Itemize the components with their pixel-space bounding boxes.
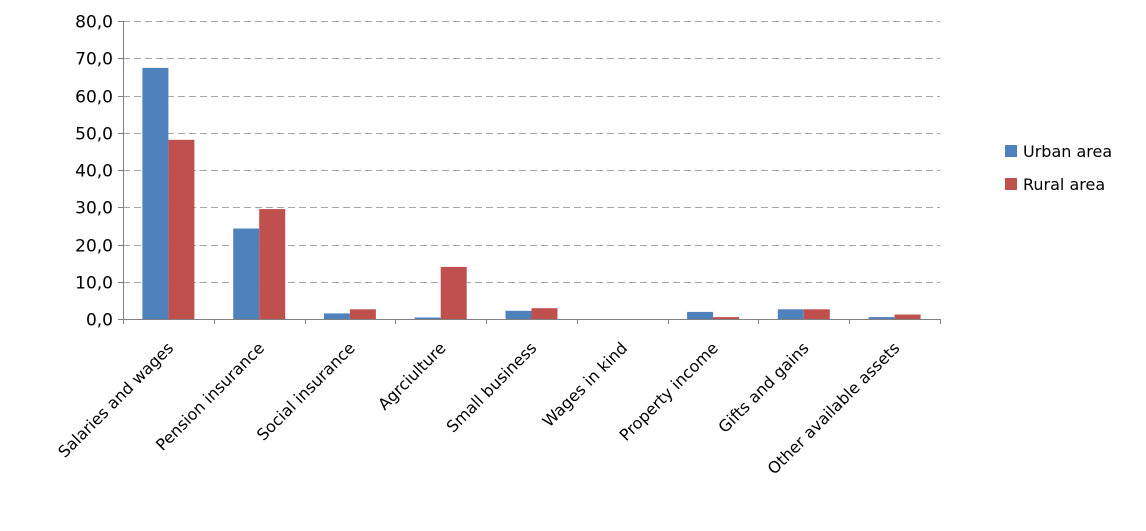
bar-urban-1 bbox=[233, 228, 260, 319]
y-tick-label: 10,0 bbox=[75, 274, 113, 294]
y-tick-label: 0,0 bbox=[86, 311, 113, 331]
y-tick-label: 40,0 bbox=[75, 162, 113, 182]
bar-rural-0 bbox=[168, 139, 195, 319]
x-category-label: Wages in kind bbox=[539, 338, 631, 430]
x-category-label: Property income bbox=[616, 338, 722, 444]
x-category-label: Gifts and gains bbox=[714, 338, 812, 436]
bar-urban-0 bbox=[142, 67, 169, 320]
bar-rural-6 bbox=[713, 317, 740, 319]
bar-urban-6 bbox=[687, 311, 714, 319]
x-category-label: Social insurance bbox=[253, 338, 359, 444]
y-tick-label: 20,0 bbox=[75, 237, 113, 257]
x-category-label: Small business bbox=[443, 338, 541, 436]
bar-urban-7 bbox=[777, 309, 804, 319]
y-tick-label: 30,0 bbox=[75, 199, 113, 219]
bar-rural-1 bbox=[259, 209, 286, 319]
y-tick-label: 70,0 bbox=[75, 50, 113, 70]
y-tick-label: 50,0 bbox=[75, 125, 113, 145]
bar-rural-2 bbox=[349, 309, 376, 319]
bar-rural-8 bbox=[894, 314, 921, 319]
bar-rural-7 bbox=[803, 309, 830, 319]
bar-urban-3 bbox=[414, 317, 441, 319]
y-tick-label: 60,0 bbox=[75, 88, 113, 108]
y-axis-tick-labels: 0,0 10,0 20,0 30,0 40,0 50,0 60,0 70,0 80,0 bbox=[75, 13, 113, 331]
x-category-label: Agrciulture bbox=[374, 338, 449, 413]
bars bbox=[142, 67, 921, 320]
legend-label: Urban area bbox=[1023, 142, 1112, 161]
legend-label: Rural area bbox=[1023, 175, 1105, 194]
axes bbox=[118, 21, 941, 324]
y-tick-label: 80,0 bbox=[75, 13, 113, 33]
bar-urban-4 bbox=[505, 310, 532, 319]
legend-swatch bbox=[1005, 178, 1017, 190]
bar-urban-8 bbox=[868, 317, 895, 319]
bar-urban-2 bbox=[323, 313, 350, 319]
bar-rural-4 bbox=[531, 308, 558, 319]
bar-rural-3 bbox=[440, 266, 467, 319]
legend-swatch bbox=[1005, 145, 1017, 157]
legend: Urban area Rural area bbox=[1005, 142, 1112, 194]
